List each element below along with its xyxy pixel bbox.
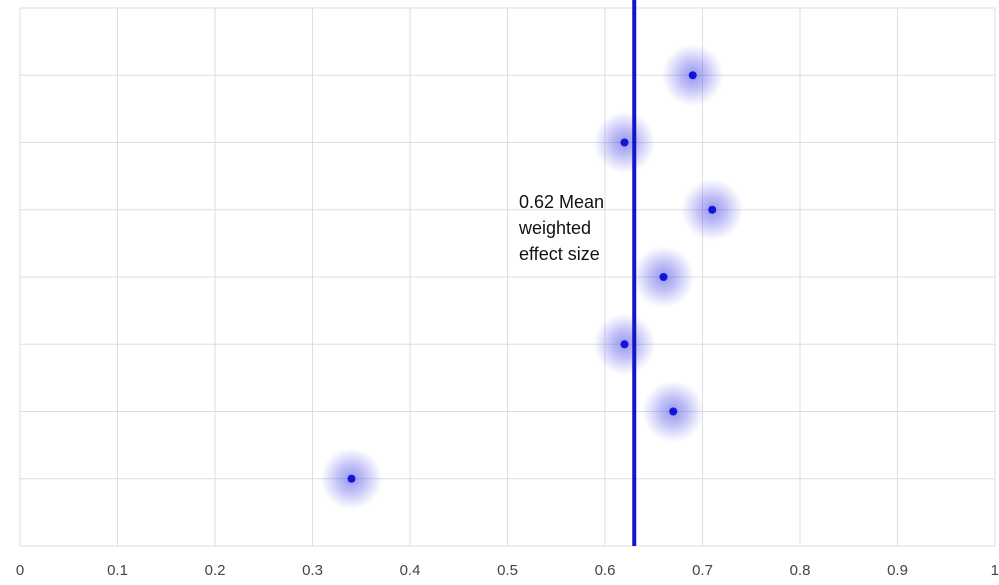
data-points bbox=[347, 71, 717, 483]
x-axis-ticks: 0 0.1 0.2 0.3 0.4 0.5 0.6 0.7 0.8 0.9 1 bbox=[16, 562, 999, 579]
x-tick-label: 1 bbox=[991, 562, 999, 579]
data-point bbox=[620, 138, 629, 147]
x-tick-label: 0.9 bbox=[887, 562, 908, 579]
annotation-line-2: weighted bbox=[518, 218, 591, 238]
grid bbox=[19, 7, 996, 547]
x-tick-label: 0.6 bbox=[595, 562, 616, 579]
data-point bbox=[347, 474, 356, 483]
x-tick-label: 0.1 bbox=[107, 562, 128, 579]
data-point bbox=[688, 71, 697, 80]
x-tick-label: 0.5 bbox=[497, 562, 518, 579]
data-point bbox=[708, 205, 717, 214]
data-point bbox=[620, 340, 629, 349]
data-point bbox=[659, 273, 668, 281]
x-tick-label: 0.4 bbox=[400, 562, 421, 579]
data-point bbox=[669, 407, 678, 416]
x-tick-label: 0.3 bbox=[302, 562, 323, 579]
x-tick-label: 0.8 bbox=[790, 562, 811, 579]
x-tick-label: 0 bbox=[16, 562, 24, 579]
annotation-line-1: 0.62 Mean bbox=[519, 192, 604, 212]
annotation-line-3: effect size bbox=[519, 244, 600, 264]
x-tick-label: 0.7 bbox=[692, 562, 713, 579]
mean-annotation: 0.62 Mean weighted effect size bbox=[518, 192, 609, 264]
x-tick-label: 0.2 bbox=[205, 562, 226, 579]
